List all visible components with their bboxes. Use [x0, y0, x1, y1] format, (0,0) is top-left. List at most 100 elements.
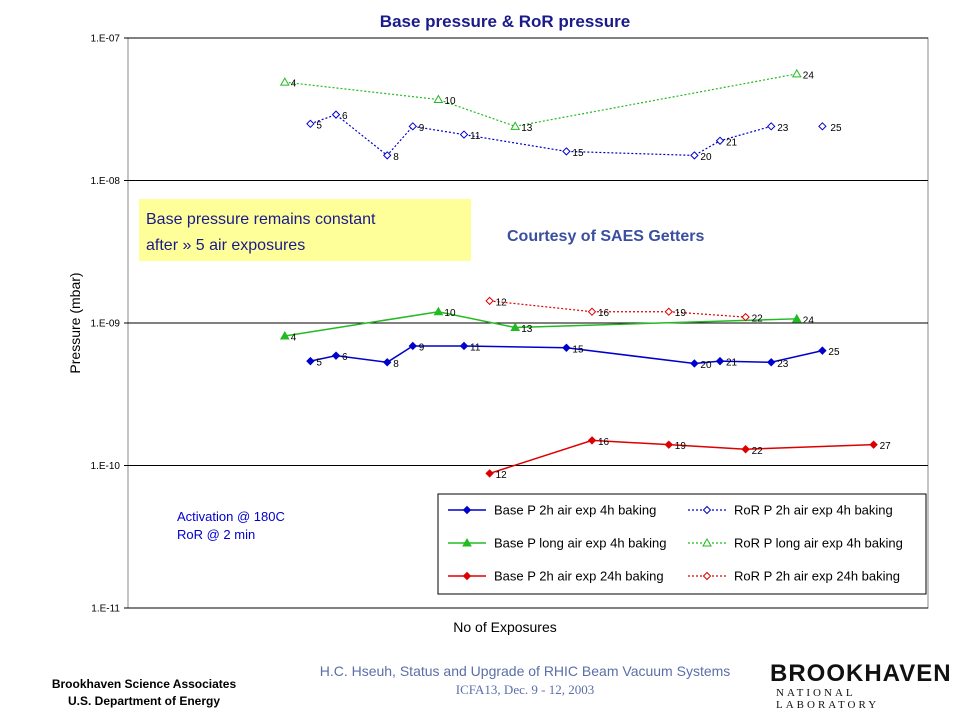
- chart: Base pressure & RoR pressure 1.E-11 1.E-10…: [67, 12, 929, 635]
- data-point: [485, 296, 494, 306]
- y-tick-label: 1.E-08: [91, 176, 121, 187]
- data-point: [433, 306, 444, 316]
- legend-marker: [702, 571, 712, 581]
- data-label: 24: [803, 315, 815, 326]
- data-label: 5: [316, 358, 322, 369]
- data-point: [331, 110, 341, 119]
- activation-note: RoR @ 2 min: [177, 527, 255, 542]
- series-line: [489, 300, 746, 318]
- data-point: [791, 68, 802, 78]
- data-label: 6: [342, 111, 348, 122]
- data-label: 25: [830, 123, 842, 134]
- data-point: [715, 356, 725, 366]
- data-point: [485, 469, 494, 478]
- data-label: 13: [521, 324, 533, 335]
- data-label: 9: [419, 123, 425, 134]
- callout-text: after » 5 air exposures: [146, 237, 305, 254]
- data-label: 9: [419, 342, 425, 353]
- data-point: [562, 343, 571, 352]
- data-point: [741, 312, 750, 322]
- series-line: [284, 310, 797, 337]
- footer-organization: Brookhaven Science Associates U.S. Depar…: [28, 676, 260, 710]
- callout-box: [139, 199, 471, 261]
- data-point: [459, 341, 469, 351]
- callout-text: Base pressure remains constant: [146, 211, 376, 228]
- data-point: [408, 122, 418, 131]
- legend-marker: [462, 537, 472, 547]
- data-label: 11: [470, 342, 481, 353]
- legend-marker: [462, 505, 472, 515]
- legend-label: Base P 2h air exp 24h baking: [494, 569, 664, 584]
- y-tick-label: 1.E-07: [91, 34, 121, 45]
- legend-label: Base P long air exp 4h baking: [494, 536, 667, 551]
- data-label: 22: [752, 446, 764, 457]
- data-point: [869, 440, 878, 449]
- data-label: 8: [393, 359, 399, 370]
- data-label: 20: [700, 360, 712, 371]
- footer-talk-title: H.C. Hseuh, Status and Upgrade of RHIC B…: [319, 663, 731, 679]
- data-point: [818, 122, 827, 131]
- courtesy-note: Courtesy of SAES Getters: [507, 228, 704, 245]
- data-label: 10: [444, 308, 456, 319]
- legend-label: RoR P long air exp 4h baking: [734, 536, 903, 551]
- activation-note: Activation @ 180C: [177, 509, 285, 524]
- y-tick-label: 1.E-09: [91, 319, 121, 330]
- data-point: [587, 307, 597, 316]
- data-label: 25: [828, 347, 840, 358]
- data-point: [510, 322, 521, 331]
- series-line: [310, 345, 823, 365]
- data-point: [510, 121, 521, 130]
- data-point: [664, 307, 674, 316]
- data-label: 12: [496, 297, 508, 308]
- data-label: 23: [777, 123, 789, 134]
- legend-label: Base P 2h air exp 4h baking: [494, 503, 656, 518]
- data-point: [331, 351, 341, 360]
- data-label: 27: [880, 441, 892, 452]
- data-label: 21: [726, 137, 738, 148]
- data-label: 8: [393, 152, 399, 163]
- data-point: [408, 341, 418, 351]
- brookhaven-logo-subtitle: NATIONAL LABORATORY: [776, 687, 880, 711]
- data-point: [382, 151, 392, 160]
- data-point: [690, 151, 699, 160]
- data-label: 12: [496, 470, 508, 481]
- data-point: [587, 436, 597, 445]
- data-label: 13: [521, 123, 533, 134]
- data-label: 16: [598, 437, 610, 448]
- data-label: 24: [803, 70, 815, 81]
- data-label: 6: [342, 352, 348, 363]
- data-label: 23: [777, 359, 789, 370]
- y-tick-label: 1.E-11: [91, 604, 120, 615]
- footer-org-line1: Brookhaven Science Associates: [51, 677, 237, 691]
- chart-title: Base pressure & RoR pressure: [380, 12, 630, 31]
- footer-org-line2: U.S. Department of Energy: [67, 694, 221, 708]
- y-tick-label: 1.E-10: [91, 461, 121, 472]
- data-point: [766, 358, 776, 367]
- footer-talk-venue: ICFA13, Dec. 9 - 12, 2003: [455, 682, 595, 697]
- data-point: [306, 356, 315, 366]
- data-point: [791, 313, 802, 323]
- legend-label: RoR P 2h air exp 4h baking: [734, 503, 893, 518]
- data-point: [741, 445, 750, 454]
- data-label: 22: [752, 314, 764, 325]
- legend-marker: [462, 571, 472, 581]
- data-label: 11: [470, 131, 481, 142]
- x-axis-label: No of Exposures: [453, 619, 557, 635]
- legend-marker: [702, 537, 712, 547]
- data-point: [818, 346, 827, 355]
- legend-marker: [702, 505, 712, 515]
- data-label: 16: [598, 308, 610, 319]
- series-line: [284, 73, 797, 127]
- legend-box: [437, 493, 927, 595]
- data-label: 21: [726, 358, 738, 369]
- data-point: [382, 358, 392, 367]
- data-point: [766, 122, 776, 131]
- data-label: 5: [316, 120, 322, 131]
- data-point: [433, 94, 444, 104]
- data-label: 20: [700, 152, 712, 163]
- data-point: [690, 359, 699, 368]
- data-label: 10: [444, 96, 456, 107]
- data-label: 19: [675, 441, 687, 452]
- data-point: [279, 331, 290, 340]
